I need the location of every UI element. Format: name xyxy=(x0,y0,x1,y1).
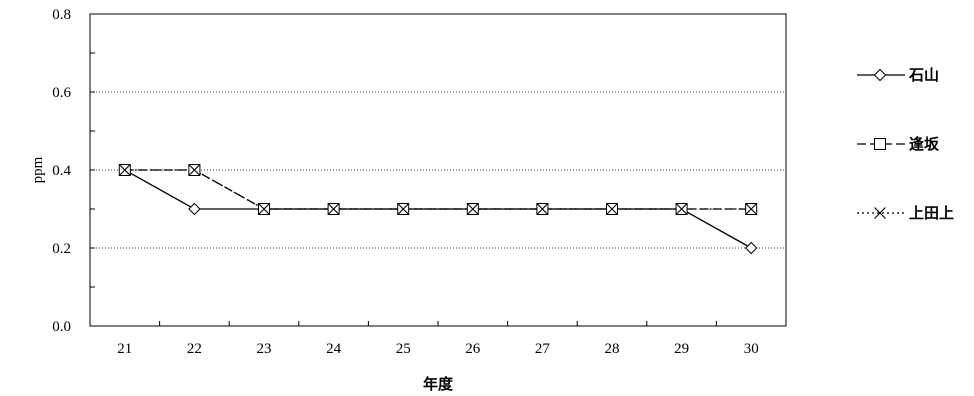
x-tick-label: 23 xyxy=(257,341,272,357)
data-point xyxy=(745,203,758,215)
marker-stroke xyxy=(118,164,131,176)
x-tick-label: 26 xyxy=(465,341,481,357)
series-layer xyxy=(118,163,758,255)
data-point xyxy=(874,207,886,219)
legend-label: 石山 xyxy=(908,66,939,84)
data-point xyxy=(744,241,758,255)
data-point xyxy=(873,68,887,82)
legend-label: 逢坂 xyxy=(909,135,940,153)
x-axis: 21 22 23 24 25 26 27 28 29 30 xyxy=(89,321,787,357)
y-tick-label: 0.2 xyxy=(52,241,71,257)
y-axis-title: ppm xyxy=(30,156,46,183)
marker-stroke xyxy=(874,207,886,219)
data-point xyxy=(606,203,618,215)
legend-item: 石山 xyxy=(857,66,939,84)
series-line xyxy=(124,169,752,210)
grid-lines xyxy=(90,91,786,249)
data-point xyxy=(327,203,340,215)
data-point xyxy=(188,202,201,216)
data-point xyxy=(874,138,886,150)
marker-stroke xyxy=(466,203,479,215)
marker-stroke xyxy=(258,203,270,215)
marker-stroke xyxy=(606,203,618,215)
x-tick-label: 28 xyxy=(605,341,620,357)
data-point xyxy=(466,203,479,215)
marker-stroke xyxy=(745,203,758,215)
data-point xyxy=(536,203,549,215)
data-point xyxy=(118,164,131,176)
x-tick-label: 21 xyxy=(117,341,132,357)
data-point xyxy=(397,203,410,215)
marker-stroke xyxy=(188,164,201,176)
marker-stroke xyxy=(327,203,340,215)
series-line xyxy=(124,169,752,210)
y-tick-label: 0.4 xyxy=(52,163,71,179)
x-tick-label: 24 xyxy=(326,341,342,357)
y-axis: 0.0 0.2 0.4 0.6 0.8 xyxy=(52,7,95,335)
series-markers xyxy=(118,163,758,255)
series-line xyxy=(124,169,752,249)
data-point xyxy=(675,203,688,215)
data-point xyxy=(258,203,270,215)
x-axis-title: 年度 xyxy=(423,375,454,393)
data-point xyxy=(188,164,201,176)
y-tick-label: 0.0 xyxy=(52,319,71,335)
x-tick-label: 29 xyxy=(674,341,689,357)
legend-item: 逢坂 xyxy=(857,135,940,153)
marker-stroke xyxy=(397,203,410,215)
x-tick-label: 27 xyxy=(535,341,551,357)
x-tick-label: 30 xyxy=(744,341,759,357)
series-lines xyxy=(124,169,752,249)
legend-label: 上田上 xyxy=(909,204,954,222)
y-tick-label: 0.8 xyxy=(52,7,71,23)
y-tick-label: 0.6 xyxy=(52,85,71,101)
x-tick-label: 25 xyxy=(396,341,411,357)
x-tick-label: 22 xyxy=(187,341,202,357)
marker-stroke xyxy=(536,203,549,215)
legend-item: 上田上 xyxy=(857,204,954,222)
marker-stroke xyxy=(675,203,688,215)
